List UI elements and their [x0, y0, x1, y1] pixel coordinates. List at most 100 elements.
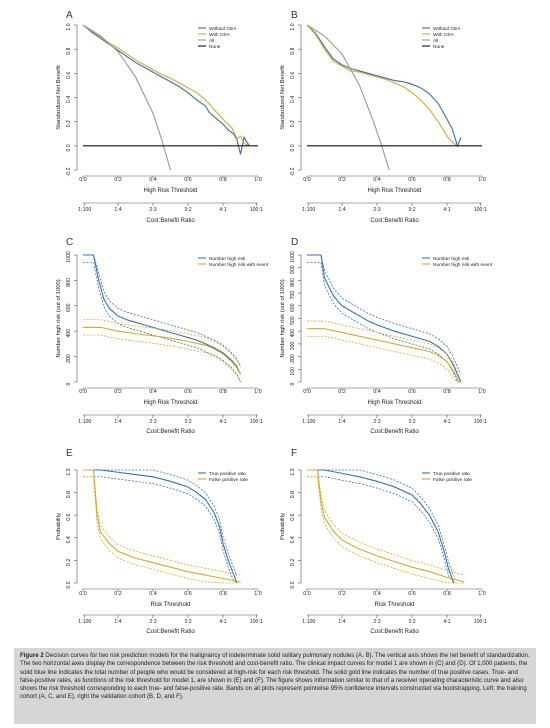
- panel-f-series-false-positive-rate: [307, 469, 465, 583]
- panel-f-series-true-positive-rate: [307, 469, 455, 584]
- panel-a-x2-tick-label: 100:1: [250, 207, 263, 213]
- panel-b-x-tick-label: 0.4: [373, 177, 381, 183]
- panel-e-x2-tick-label: 3:2: [184, 619, 191, 625]
- panel-c-x-tick-label: 0.4: [149, 389, 157, 395]
- panel-b-legend-label: None: [433, 44, 445, 50]
- panel-d-y-label: Number high risk (out of 1000): [280, 279, 286, 357]
- panel-c-letter: C: [66, 237, 73, 248]
- panel-a-x2-tick-label: 1:4: [114, 207, 121, 213]
- panel-d-x2-tick-label: 1:100: [302, 419, 315, 425]
- panel-e-false-positive-rate-ci-lower: [83, 476, 241, 584]
- panel-f-y-tick-label: 1.0: [290, 468, 296, 475]
- panel-e-series-true-positive-rate: [83, 469, 238, 584]
- panel-d-y-tick-label: 300: [290, 341, 296, 350]
- panel-d-y-tick-label: 500: [290, 316, 296, 325]
- panel-d-x2-tick-label: 100:1: [474, 419, 487, 425]
- panel-f-true-positive-rate-ci-lower: [307, 476, 455, 584]
- panel-c-x-label: High Risk Threshold: [144, 400, 198, 406]
- panel-e-legend-label: True positive rate: [209, 471, 246, 477]
- panel-f-x2-tick-label: 1:4: [338, 619, 345, 625]
- panel-f-letter: F: [291, 448, 297, 459]
- panel-b-legend-label: All: [433, 38, 438, 44]
- panel-f-x-label: Risk Threshold: [375, 602, 415, 608]
- panel-c-x2-tick-label: 1:4: [114, 419, 121, 425]
- panel-e-y-tick-label: 0.6: [66, 513, 72, 520]
- panel-d-y-tick-label: 100: [290, 367, 296, 376]
- panel-a-x2-label: Cost:Benefit Ratio: [146, 218, 195, 224]
- panel-e-x-label: Risk Threshold: [151, 602, 191, 608]
- panel-d-x-label: High Risk Threshold: [368, 400, 422, 406]
- panel-e-x2-tick-label: 4:1: [219, 619, 226, 625]
- panel-d-y-tick-label: 700: [290, 291, 296, 300]
- panel-a-x-tick-label: 1.0: [254, 177, 262, 183]
- panel-a-series-with-cea: [82, 24, 250, 147]
- panel-a-y-tick-label: 0.4: [66, 96, 72, 103]
- panel-a-y-label: Standardized Net Benefit: [56, 65, 62, 130]
- panel-d-x-tick-label: 0.4: [373, 389, 381, 395]
- panel-d-number-high-risk-ci-upper: [307, 254, 462, 375]
- panel-f-x2-label: Cost:Benefit Ratio: [370, 629, 419, 635]
- panel-e-x-tick-label: 0.2: [114, 591, 122, 597]
- panel-e-x2-tick-label: 100:1: [250, 619, 263, 625]
- panel-a-legend-label: All: [209, 38, 214, 44]
- figure-caption: Figure 2 Decision curves for two risk pr…: [14, 648, 536, 724]
- panel-e-y-tick-label: 0.4: [66, 536, 72, 543]
- panel-a-legend-label: With CEA: [209, 32, 231, 38]
- panel-e-y-label: Probability: [56, 513, 62, 540]
- panel-a-x-tick-label: 0.8: [219, 177, 227, 183]
- panel-f-x-tick-label: 0.4: [373, 591, 381, 597]
- panel-d-y-tick-label: 1000: [290, 251, 296, 263]
- panel-d-y-tick-label: 800: [290, 278, 296, 287]
- panel-b-x2-tick-label: 1:4: [338, 207, 345, 213]
- panel-f-false-positive-rate-ci-lower: [307, 476, 465, 584]
- panel-f-x2-tick-label: 3:2: [408, 619, 415, 625]
- panel-e-true-positive-rate-ci-lower: [83, 476, 238, 584]
- panel-f-x-tick-label: 0.8: [443, 591, 451, 597]
- panel-c-y-tick-label: 800: [66, 278, 72, 287]
- panel-f-x-tick-label: 0.0: [303, 591, 311, 597]
- panel-c-x2-tick-label: 4:1: [219, 419, 226, 425]
- panel-c-number-high-risk-ci-upper: [83, 254, 241, 367]
- panel-c-y-tick-label: 400: [66, 329, 72, 338]
- panel-c-series-number-high-risk-with-event: [83, 326, 241, 375]
- panel-f-x2-tick-label: 1:100: [302, 619, 315, 625]
- panel-b-y-tick-label: -0.2: [290, 167, 296, 176]
- panel-e-x2-label: Cost:Benefit Ratio: [146, 629, 195, 635]
- panel-a-series-without-cea: [82, 24, 250, 155]
- panel-f-x-tick-label: 0.6: [408, 591, 416, 597]
- panel-f-y-tick-label: 0.2: [290, 559, 296, 566]
- panel-c-number-high-risk-ci-lower: [83, 262, 241, 383]
- panel-e-x2-tick-label: 1:100: [78, 619, 91, 625]
- panel-b-series-all: [306, 24, 390, 171]
- panel-d-series-number-high-risk-with-event: [307, 328, 460, 383]
- panel-f-y-tick-label: 0.6: [290, 513, 296, 520]
- panel-a-y-tick-label: 0.6: [66, 72, 72, 79]
- panel-c-y-tick-label: 1000: [66, 251, 72, 263]
- panel-d-number-high-risk-ci-lower: [307, 262, 461, 383]
- panel-a-x-tick-label: 0.0: [79, 177, 87, 183]
- panel-f-y-tick-label: 0.4: [290, 536, 296, 543]
- panel-e-y-tick-label: 0.2: [66, 559, 72, 566]
- panel-b-y-tick-label: 0.8: [290, 47, 296, 54]
- panel-d-x-tick-label: 0.2: [338, 389, 346, 395]
- panel-c-y-tick-label: 600: [66, 303, 72, 312]
- panel-f-x2-tick-label: 4:1: [443, 619, 450, 625]
- panel-c-x2-label: Cost:Benefit Ratio: [146, 429, 195, 435]
- panel-d-x2-tick-label: 2:3: [373, 419, 380, 425]
- panel-d-y-tick-label: 400: [290, 329, 296, 338]
- panel-a-x-tick-label: 0.2: [114, 177, 122, 183]
- panel-a-y-tick-label: 0.2: [66, 120, 72, 127]
- panel-e-series-false-positive-rate: [83, 469, 241, 583]
- panel-f-false-positive-rate-ci-upper: [307, 469, 465, 576]
- panel-e-y-tick-label: 1.0: [66, 468, 72, 475]
- panel-b-x2-tick-label: 4:1: [443, 207, 450, 213]
- panel-d-x2-tick-label: 1:4: [338, 419, 345, 425]
- panel-c-y-tick-label: 200: [66, 354, 72, 363]
- panel-b-y-tick-label: 0.0: [290, 144, 296, 151]
- panel-c-x-tick-label: 0.0: [79, 389, 87, 395]
- panel-d-y-tick-label: 900: [290, 265, 296, 274]
- panel-e-x-tick-label: 0.4: [149, 591, 157, 597]
- panel-c-x-tick-label: 1.0: [254, 389, 262, 395]
- panel-e-x-tick-label: 0.6: [184, 591, 192, 597]
- panel-a-x2-tick-label: 2:3: [149, 207, 156, 213]
